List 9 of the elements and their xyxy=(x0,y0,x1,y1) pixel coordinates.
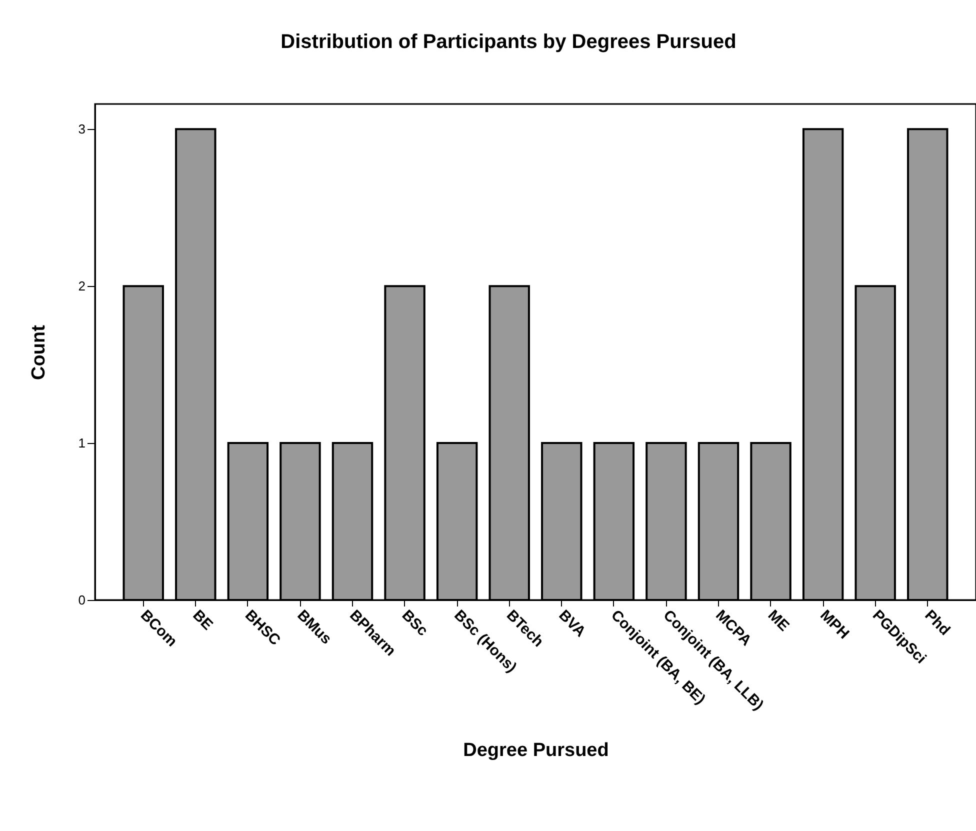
y-tick-label: 3 xyxy=(78,122,86,137)
y-tick-label: 2 xyxy=(78,278,86,294)
x-tick-label: BE xyxy=(189,606,216,634)
y-axis-title: Count xyxy=(28,324,50,380)
x-axis-title: Degree Pursued xyxy=(463,740,609,761)
chart-title: Distribution of Participants by Degrees Pursued xyxy=(280,31,736,53)
x-tick-label: ME xyxy=(764,606,792,635)
y-tick-label: 1 xyxy=(78,436,86,451)
y-tick-label: 0 xyxy=(78,592,86,608)
